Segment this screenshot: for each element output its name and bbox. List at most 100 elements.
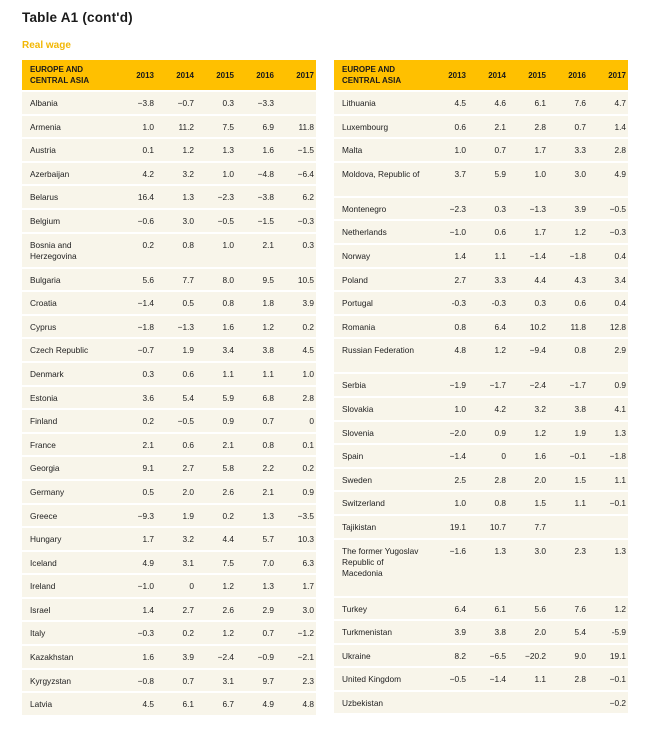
country-cell: Denmark [22,360,116,385]
value-cell: −0.9 [236,644,276,668]
value-cell: 7.7 [156,266,196,291]
table-row: Azerbaijan 4.2 3.2 1.0 −4.8 −6.4 [22,160,316,185]
value-cell: 5.6 [508,595,548,620]
value-cell: 3.0 [156,207,196,232]
value-cell: 9.1 [116,455,156,479]
table-row: Poland 2.7 3.3 4.4 4.3 3.4 [334,266,628,291]
table-row: Greece −9.3 1.9 0.2 1.3 −3.5 [22,502,316,527]
table-row: Portugal -0.3 -0.3 0.3 0.6 0.4 [334,290,628,314]
value-cell: 6.4 [428,595,468,620]
table-row: Armenia 1.0 11.2 7.5 6.9 11.8 [22,113,316,138]
right-table: EUROPE AND CENTRAL ASIA 2013 2014 2015 2… [334,60,628,714]
table-row: Czech Republic −0.7 1.9 3.4 3.8 4.5 [22,337,316,361]
country-cell: France [22,431,116,456]
value-cell: 19.1 [588,642,628,667]
value-cell: 4.5 [116,691,156,715]
value-cell: −20.2 [508,642,548,667]
value-cell: −1.4 [508,242,548,267]
value-cell: −1.4 [116,290,156,314]
header-row: EUROPE AND CENTRAL ASIA 2013 2014 2015 2… [334,60,628,90]
value-cell: 2.7 [428,266,468,291]
value-cell: 4.6 [468,90,508,114]
country-cell: The former Yugoslav Republic of Macedoni… [334,537,428,596]
value-cell: 4.9 [116,549,156,574]
value-cell: −1.3 [508,195,548,220]
value-cell: 3.1 [196,667,236,692]
left-table: EUROPE AND CENTRAL ASIA 2013 2014 2015 2… [22,60,316,715]
table-row: The former Yugoslav Republic of Macedoni… [334,537,628,596]
value-cell: 2.6 [196,596,236,621]
value-cell: 5.8 [196,455,236,479]
value-cell: 3.9 [276,290,316,314]
table-row: Georgia 9.1 2.7 5.8 2.2 0.2 [22,455,316,479]
value-cell: 1.7 [508,219,548,243]
country-cell: Uzbekistan [334,689,428,714]
table-row: Belgium −0.6 3.0 −0.5 −1.5 −0.3 [22,207,316,232]
table-row: Turkey 6.4 6.1 5.6 7.6 1.2 [334,595,628,620]
value-cell: −1.3 [156,313,196,338]
value-cell: −1.8 [548,242,588,267]
value-cell: 2.9 [588,337,628,373]
value-cell: 3.8 [236,337,276,361]
value-cell: 2.8 [548,666,588,690]
table-row: Slovakia 1.0 4.2 3.2 3.8 4.1 [334,395,628,420]
value-cell: 10.2 [508,313,548,338]
value-cell: 7.6 [548,595,588,620]
value-cell: 6.2 [276,184,316,208]
value-cell: 1.2 [508,419,548,444]
country-cell: Austria [22,137,116,161]
value-cell: 0.6 [468,219,508,243]
value-cell: 4.8 [428,337,468,373]
value-cell: 0.7 [236,620,276,645]
region-header: EUROPE AND CENTRAL ASIA [22,60,116,90]
year-header: 2016 [236,60,276,90]
value-cell: 10.5 [276,266,316,291]
table-row: Germany 0.5 2.0 2.6 2.1 0.9 [22,478,316,503]
value-cell: 16.4 [116,184,156,208]
country-cell: Ukraine [334,642,428,667]
country-cell: Czech Republic [22,337,116,361]
value-cell: −3.3 [236,90,276,114]
value-cell: 2.9 [236,596,276,621]
value-cell: 11.8 [276,113,316,138]
value-cell: 3.9 [428,619,468,643]
value-cell: −1.0 [428,219,468,243]
value-cell: 3.8 [468,619,508,643]
value-cell: 2.1 [236,478,276,503]
value-cell: 2.3 [276,667,316,692]
value-cell: 4.1 [588,395,628,420]
value-cell: 3.4 [196,337,236,361]
value-cell: −0.5 [428,666,468,690]
value-cell: −3.8 [236,184,276,208]
value-cell: 5.4 [548,619,588,643]
value-cell: 1.2 [468,337,508,373]
value-cell: 2.1 [116,431,156,456]
country-cell: Estonia [22,384,116,409]
value-cell: −2.3 [196,184,236,208]
value-cell: −1.5 [276,137,316,161]
table-row: Finland 0.2 −0.5 0.9 0.7 0 [22,408,316,432]
value-cell: 2.0 [508,466,548,491]
value-cell [548,513,588,538]
table-row: Ireland −1.0 0 1.2 1.3 1.7 [22,573,316,597]
country-cell: Portugal [334,290,428,314]
table-row: Estonia 3.6 5.4 5.9 6.8 2.8 [22,384,316,409]
country-cell: Poland [334,266,428,291]
value-cell: 0.2 [196,502,236,527]
value-cell: −0.5 [196,207,236,232]
value-cell: 1.6 [116,644,156,668]
country-cell: Moldova, Republic of [334,160,428,196]
value-cell: 1.3 [156,184,196,208]
value-cell: 4.8 [276,691,316,715]
value-cell: 0.6 [156,431,196,456]
value-cell: 9.0 [548,642,588,667]
value-cell [468,689,508,714]
country-cell: Turkey [334,595,428,620]
value-cell: 0.7 [156,667,196,692]
table-row: Ukraine 8.2 −6.5 −20.2 9.0 19.1 [334,642,628,667]
value-cell: −6.5 [468,642,508,667]
value-cell: 0.8 [468,490,508,514]
value-cell: 1.0 [508,160,548,196]
country-cell: Turkmenistan [334,619,428,643]
value-cell: 6.1 [156,691,196,715]
